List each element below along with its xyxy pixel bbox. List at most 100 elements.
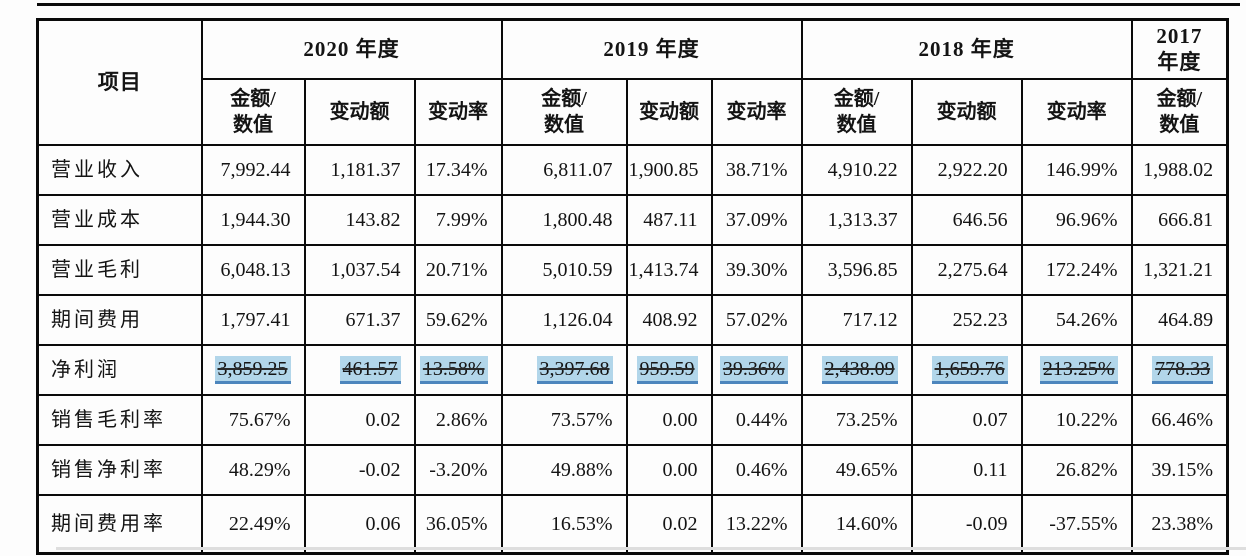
page-shadow-line xyxy=(56,547,1246,550)
table-cell: 73.57% xyxy=(500,394,628,446)
column-header-8: 变动率 xyxy=(1020,78,1133,146)
table-cell: 3,859.25 xyxy=(200,344,306,396)
row-label: 营业收入 xyxy=(36,144,203,196)
column-header-row: 金额/数值 变动额 变动率 金额/数值 变动额 变动率 金额/数值 变动额 变动率 金额/数值 xyxy=(38,78,1229,146)
table-cell: 408.92 xyxy=(625,294,713,346)
table-cell: 1,988.02 xyxy=(1130,144,1229,196)
table-cell: 2.86% xyxy=(413,394,503,446)
table-cell: 143.82 xyxy=(303,194,416,246)
table-cell: 6,811.07 xyxy=(500,144,628,196)
table-cell: 7,992.44 xyxy=(200,144,306,196)
table-cell: 646.56 xyxy=(910,194,1023,246)
table-cell: 0.46% xyxy=(710,444,803,496)
table-cell: 38.71% xyxy=(710,144,803,196)
table-cell: 2,275.64 xyxy=(910,244,1023,296)
table-cell: 66.46% xyxy=(1130,394,1229,446)
column-header-4: 变动额 xyxy=(625,78,713,146)
table-row: 期间费用率 22.49% 0.06 36.05% 16.53% 0.02 13.22% 14.… xyxy=(36,494,1229,555)
table-cell: 0.00 xyxy=(625,394,713,446)
table-cell: 172.24% xyxy=(1020,244,1133,296)
row-label: 营业成本 xyxy=(36,194,203,246)
table-cell: 3,596.85 xyxy=(800,244,913,296)
highlighted-value: 3,397.68 xyxy=(536,356,613,384)
row-label: 期间费用 xyxy=(36,294,203,346)
table-cell: 39.36% xyxy=(710,344,803,396)
table-cell: 252.23 xyxy=(910,294,1023,346)
table-cell: 26.82% xyxy=(1020,444,1133,496)
table-cell: 13.22% xyxy=(710,494,803,555)
table-cell: 1,313.37 xyxy=(800,194,913,246)
table-cell: 0.02 xyxy=(303,394,416,446)
table-cell: 48.29% xyxy=(200,444,306,496)
row-label: 净利润 xyxy=(36,344,203,396)
table-cell: 7.99% xyxy=(413,194,503,246)
table-cell: 6,048.13 xyxy=(200,244,306,296)
table-cell: 0.07 xyxy=(910,394,1023,446)
table-cell: 1,800.48 xyxy=(500,194,628,246)
table-cell: 0.44% xyxy=(710,394,803,446)
column-header-1: 变动额 xyxy=(303,78,416,146)
year-header-2020: 2020 年度 xyxy=(200,18,503,80)
column-header-3: 金额/数值 xyxy=(500,78,628,146)
table-cell: 39.30% xyxy=(710,244,803,296)
year-header-2017: 2017 年度 xyxy=(1130,18,1229,80)
table-cell: 37.09% xyxy=(710,194,803,246)
table-cell: 1,321.21 xyxy=(1130,244,1229,296)
table-cell: 146.99% xyxy=(1020,144,1133,196)
table-row: 期间费用 1,797.41 671.37 59.62% 1,126.04 408.92 57… xyxy=(36,294,1229,346)
table-cell: 487.11 xyxy=(625,194,713,246)
table-row: 营业成本 1,944.30 143.82 7.99% 1,800.48 487.11 37.… xyxy=(36,194,1229,246)
table-cell: 20.71% xyxy=(413,244,503,296)
table-cell: 73.25% xyxy=(800,394,913,446)
table-cell: -0.09 xyxy=(910,494,1023,555)
table-cell: 666.81 xyxy=(1130,194,1229,246)
column-header-6: 金额/数值 xyxy=(800,78,913,146)
highlighted-value: 3,859.25 xyxy=(214,356,291,384)
corner-header-item: 项目 xyxy=(36,18,203,146)
table-row: 营业收入 7,992.44 1,181.37 17.34% 6,811.07 1,900.… xyxy=(36,144,1229,196)
table-cell: 5,010.59 xyxy=(500,244,628,296)
table-cell: 464.89 xyxy=(1130,294,1229,346)
top-rule-divider xyxy=(37,3,1240,6)
row-label: 销售毛利率 xyxy=(36,394,203,446)
table-cell: -3.20% xyxy=(413,444,503,496)
table-cell: 36.05% xyxy=(413,494,503,555)
table-cell: 22.49% xyxy=(200,494,306,555)
table-cell: 59.62% xyxy=(413,294,503,346)
column-header-2: 变动率 xyxy=(413,78,503,146)
highlighted-value: 13.58% xyxy=(419,356,488,384)
financial-comparison-table: 项目 2020 年度 2019 年度 2018 年度 2017 年度 金额/数值… xyxy=(36,18,1230,555)
table-cell: 3,397.68 xyxy=(500,344,628,396)
table-cell: 1,659.76 xyxy=(910,344,1023,396)
table-cell: 2,922.20 xyxy=(910,144,1023,196)
table-cell: 96.96% xyxy=(1020,194,1133,246)
column-header-5: 变动率 xyxy=(710,78,803,146)
table-cell: 671.37 xyxy=(303,294,416,346)
table-cell: 1,181.37 xyxy=(303,144,416,196)
year-header-row: 项目 2020 年度 2019 年度 2018 年度 2017 年度 xyxy=(36,18,1229,146)
table-cell: 75.67% xyxy=(200,394,306,446)
table-cell: 1,797.41 xyxy=(200,294,306,346)
table-cell: 1,126.04 xyxy=(500,294,628,346)
table-cell: 54.26% xyxy=(1020,294,1133,346)
table-cell: 778.33 xyxy=(1130,344,1229,396)
highlighted-value: 461.57 xyxy=(339,356,401,384)
table-cell: 16.53% xyxy=(500,494,628,555)
table-cell: 0.02 xyxy=(625,494,713,555)
table-cell: 0.06 xyxy=(303,494,416,555)
highlighted-value: 2,438.09 xyxy=(821,356,898,384)
highlighted-value: 778.33 xyxy=(1152,356,1214,384)
table-row: 销售毛利率 75.67% 0.02 2.86% 73.57% 0.00 0.44% 73.25… xyxy=(36,394,1229,446)
column-header-0: 金额/数值 xyxy=(200,78,306,146)
table-cell: 13.58% xyxy=(413,344,503,396)
table-cell: 39.15% xyxy=(1130,444,1229,496)
table-cell: -37.55% xyxy=(1020,494,1133,555)
table-row: 销售净利率 48.29% -0.02 -3.20% 49.88% 0.00 0.46% 49.… xyxy=(36,444,1229,496)
table-cell: 0.00 xyxy=(625,444,713,496)
table-row: 净利润 3,859.25 461.57 13.58% 3,397.68 959.59 39.… xyxy=(36,344,1229,396)
table-cell: 49.65% xyxy=(800,444,913,496)
table-cell: 461.57 xyxy=(303,344,416,396)
highlighted-value: 39.36% xyxy=(719,356,788,384)
column-header-7: 变动额 xyxy=(910,78,1023,146)
